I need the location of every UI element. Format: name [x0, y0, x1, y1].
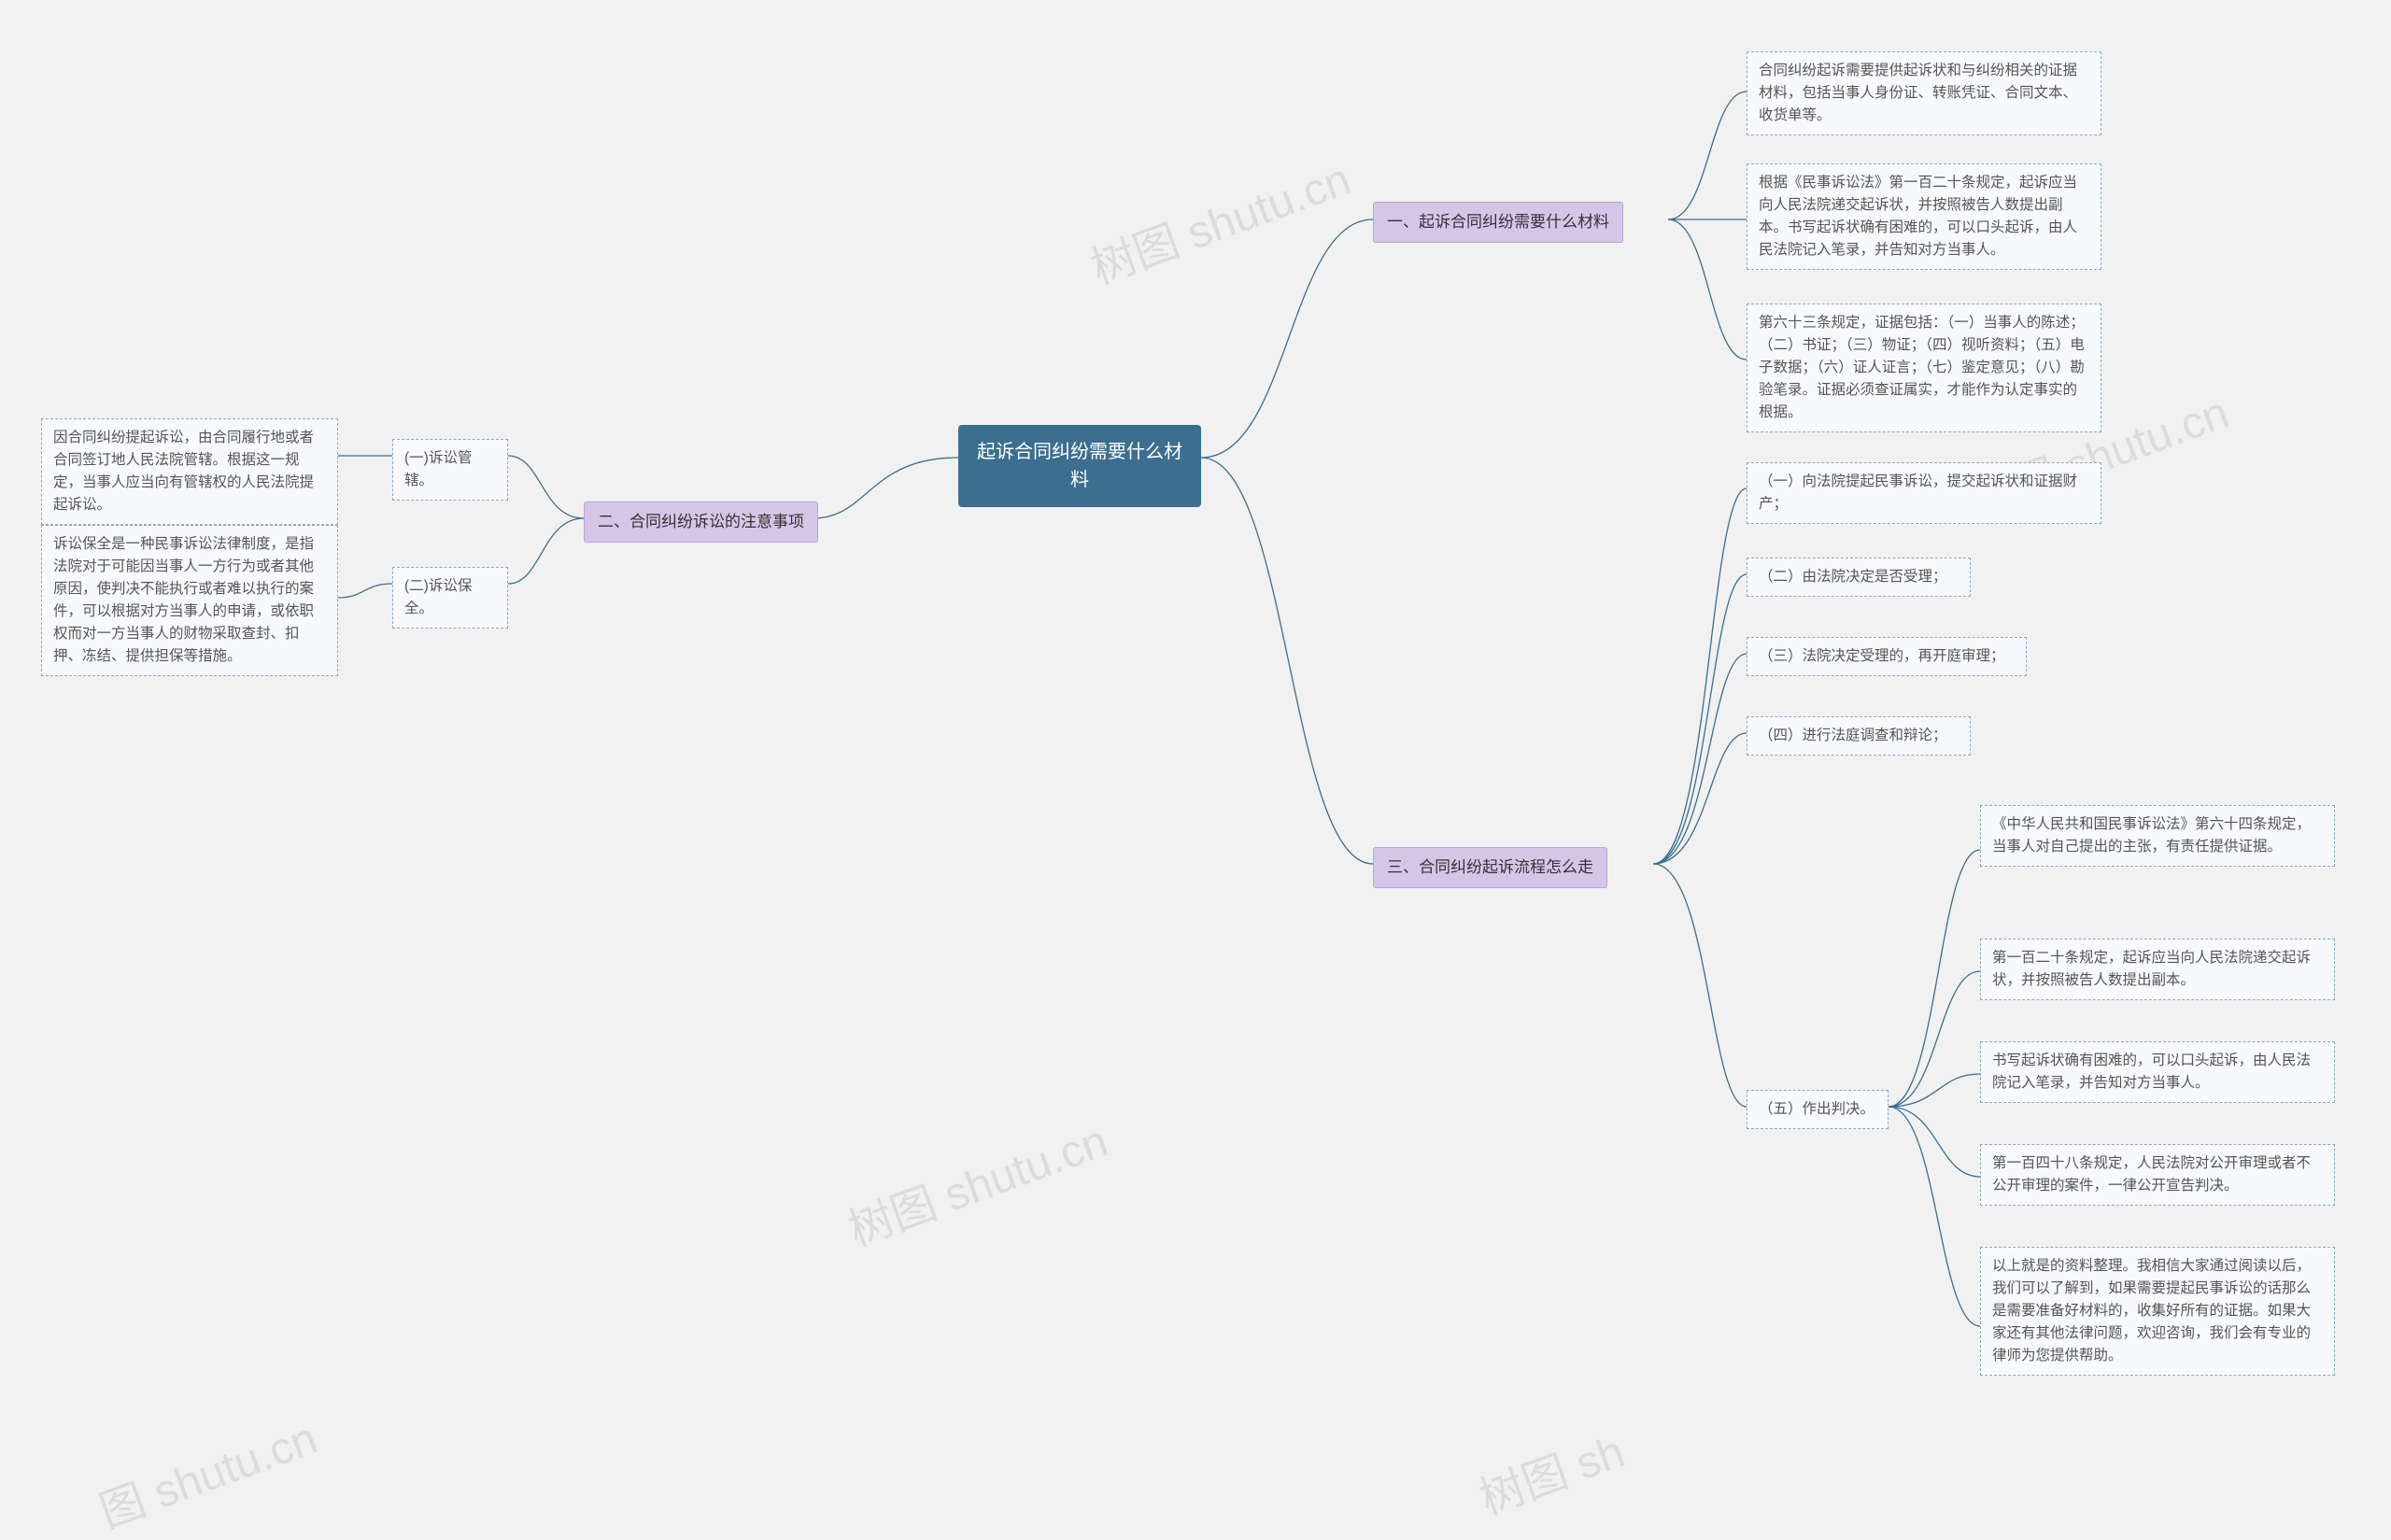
- watermark: 树图 sh: [1469, 1415, 1632, 1528]
- leaf-b1-1: 合同纠纷起诉需要提供起诉状和与纠纷相关的证据材料，包括当事人身份证、转账凭证、合…: [1747, 51, 2101, 135]
- leaf-b2-s2-detail: 诉讼保全是一种民事诉讼法律制度，是指法院对于可能因当事人一方行为或者其他原因，使…: [41, 525, 338, 676]
- leaf-b3-5-2: 第一百二十条规定，起诉应当向人民法院递交起诉状，并按照被告人数提出副本。: [1980, 939, 2335, 1000]
- leaf-b3-2: （二）由法院决定是否受理；: [1747, 558, 1971, 597]
- leaf-b3-1: （一）向法院提起民事诉讼，提交起诉状和证据财产；: [1747, 462, 2101, 524]
- leaf-b1-2: 根据《民事诉讼法》第一百二十条规定，起诉应当向人民法院递交起诉状，并按照被告人数…: [1747, 163, 2101, 270]
- leaf-b3-5: （五）作出判决。: [1747, 1090, 1889, 1129]
- leaf-b3-5-1: 《中华人民共和国民事诉讼法》第六十四条规定，当事人对自己提出的主张，有责任提供证…: [1980, 805, 2335, 867]
- watermark: 树图 shutu.cn: [838, 1104, 1115, 1258]
- leaf-b3-4: （四）进行法庭调查和辩论；: [1747, 716, 1971, 756]
- branch-1: 一、起诉合同纠纷需要什么材料: [1373, 202, 1623, 243]
- watermark: 图 shutu.cn: [89, 1402, 324, 1540]
- branch-3: 三、合同纠纷起诉流程怎么走: [1373, 847, 1607, 888]
- leaf-b3-5-3: 书写起诉状确有困难的，可以口头起诉，由人民法院记入笔录，并告知对方当事人。: [1980, 1041, 2335, 1103]
- leaf-b3-3: （三）法院决定受理的，再开庭审理；: [1747, 637, 2027, 676]
- leaf-b1-3: 第六十三条规定，证据包括：（一）当事人的陈述；（二）书证；（三）物证；（四）视听…: [1747, 304, 2101, 432]
- leaf-b2-s1-detail: 因合同纠纷提起诉讼，由合同履行地或者合同签订地人民法院管辖。根据这一规定，当事人…: [41, 418, 338, 525]
- leaf-b2-s2: (二)诉讼保全。: [392, 567, 508, 629]
- watermark: 树图 shutu.cn: [1081, 142, 1358, 296]
- root-node: 起诉合同纠纷需要什么材料: [958, 425, 1201, 507]
- leaf-b3-5-5: 以上就是的资料整理。我相信大家通过阅读以后，我们可以了解到，如果需要提起民事诉讼…: [1980, 1247, 2335, 1376]
- branch-2: 二、合同纠纷诉讼的注意事项: [584, 502, 818, 543]
- leaf-b2-s1: (一)诉讼管辖。: [392, 439, 508, 501]
- leaf-b3-5-4: 第一百四十八条规定，人民法院对公开审理或者不公开审理的案件，一律公开宣告判决。: [1980, 1144, 2335, 1206]
